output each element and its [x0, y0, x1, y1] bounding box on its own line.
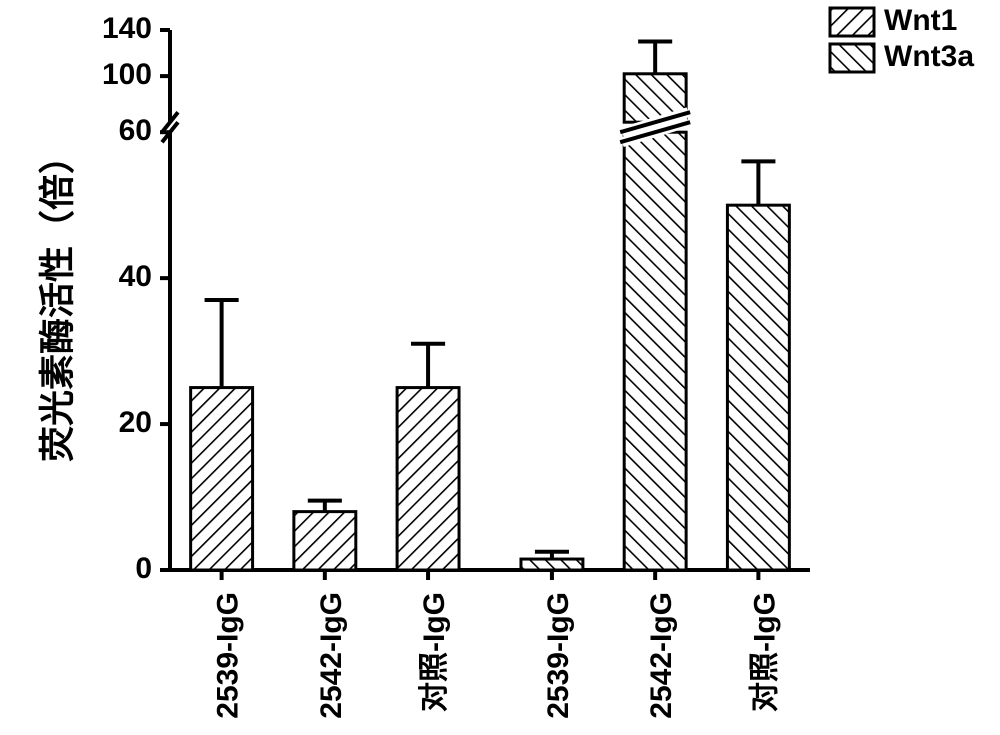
- legend-label: Wnt3a: [884, 40, 974, 73]
- legend-label: Wnt1: [884, 4, 957, 37]
- bar: [191, 300, 253, 570]
- y-tick-label: 40: [119, 260, 152, 293]
- legend-swatch: [830, 8, 874, 36]
- y-axis-label: 荧光素酶活性（倍）: [37, 138, 78, 462]
- x-tick-label: 2542-IgG: [315, 592, 348, 719]
- y-tick-label: 60: [119, 114, 152, 147]
- x-tick-label: 对照-IgG: [418, 592, 451, 712]
- bar: [620, 42, 690, 570]
- bar-chart: 0 20 40 60 100 140 荧光素酶活性（倍） 2539-IgG 2542-IgG 对照…: [0, 0, 1000, 735]
- x-tick-label: 2539-IgG: [212, 592, 245, 719]
- bar: [294, 501, 356, 570]
- bar: [521, 552, 583, 570]
- y-tick-label: 100: [102, 58, 152, 91]
- y-tick-label: 0: [135, 552, 152, 585]
- x-tick-label: 2539-IgG: [542, 592, 575, 719]
- bar: [397, 344, 459, 570]
- legend-swatch: [830, 44, 874, 72]
- y-tick-label: 140: [102, 12, 152, 45]
- x-tick-label: 对照-IgG: [748, 592, 781, 712]
- bar: [727, 161, 789, 570]
- chart-container: 0 20 40 60 100 140 荧光素酶活性（倍） 2539-IgG 2542-IgG 对照…: [0, 0, 1000, 735]
- y-tick-label: 20: [119, 406, 152, 439]
- x-tick-label: 2542-IgG: [645, 592, 678, 719]
